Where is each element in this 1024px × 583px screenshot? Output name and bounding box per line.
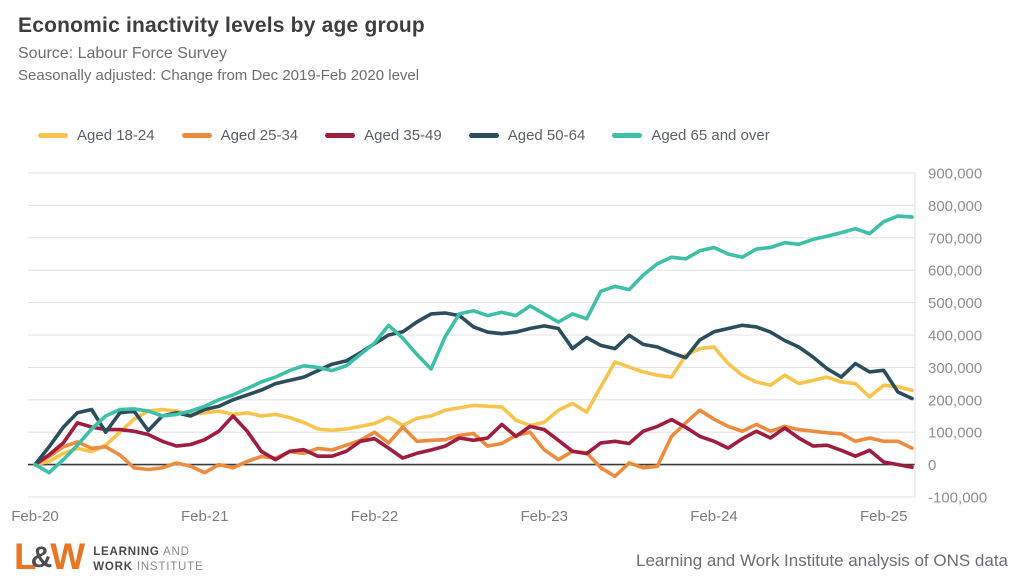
legend-swatch-icon: [38, 133, 68, 138]
legend-item-aged-35-49: Aged 35-49: [325, 127, 442, 144]
logo-line1-rest: AND: [159, 545, 190, 558]
legend-label: Aged 65 and over: [651, 127, 770, 144]
lw-logo-icon: L&W: [14, 536, 85, 577]
y-axis-tick-label: 600,000: [928, 263, 982, 280]
legend-label: Aged 50-64: [507, 127, 586, 144]
y-axis-tick-label: 200,000: [928, 392, 982, 409]
legend-label: Aged 18-24: [77, 127, 155, 144]
y-axis-tick-label: 0: [928, 457, 936, 474]
y-axis-tick-label: 800,000: [928, 198, 982, 215]
attribution-text: Learning and Work Institute analysis of …: [636, 551, 1008, 570]
x-axis-tick-label: Feb-21: [181, 508, 229, 525]
legend-label: Aged 35-49: [364, 127, 442, 144]
logo-line2-bold: WORK: [93, 560, 133, 573]
x-axis-tick-label: Feb-23: [520, 508, 568, 525]
series-line-aged-18-24: [33, 345, 914, 467]
logo-wordmark: LEARNING AND WORK INSTITUTE: [93, 543, 203, 575]
chart-header: Economic inactivity levels by age group …: [18, 14, 425, 84]
legend-label: Aged 25-34: [220, 127, 299, 144]
logo-line1-bold: LEARNING: [93, 545, 160, 558]
x-axis-tick-label: Feb-22: [351, 508, 399, 525]
legend-swatch-icon: [181, 133, 212, 138]
page-title: Economic inactivity levels by age group: [18, 14, 425, 37]
x-axis-tick-label: Feb-25: [860, 508, 908, 525]
legend-item-aged-18-24: Aged 18-24: [38, 127, 155, 144]
y-axis-tick-label: 300,000: [928, 360, 982, 377]
legend-item-aged-65-and-over: Aged 65 and over: [612, 127, 770, 144]
adjustment-note: Seasonally adjusted: Change from Dec 201…: [18, 67, 420, 84]
series-line-aged-25-34: [33, 408, 914, 479]
x-axis-tick-label: Feb-24: [690, 508, 738, 525]
legend-swatch-icon: [612, 133, 643, 138]
legend-item-aged-50-64: Aged 50-64: [468, 127, 586, 144]
legend-item-aged-25-34: Aged 25-34: [181, 127, 299, 144]
y-axis-tick-label: 400,000: [928, 328, 982, 345]
legend-swatch-icon: [325, 133, 356, 138]
learning-and-work-institute-logo: L&W LEARNING AND WORK INSTITUTE: [14, 537, 203, 580]
y-axis-tick-label: 700,000: [928, 230, 982, 247]
source-subtitle: Source: Labour Force Survey: [18, 45, 227, 62]
y-axis-tick-label: -100,000: [928, 490, 987, 507]
series-line-aged-65-and-over: [33, 214, 914, 475]
logo-line2-rest: INSTITUTE: [132, 560, 204, 573]
chart-legend: Aged 18-24 Aged 25-34 Aged 35-49 Aged 50-64…: [38, 127, 770, 144]
legend-swatch-icon: [468, 133, 499, 138]
y-axis-tick-label: 100,000: [928, 425, 982, 442]
x-axis-tick-label: Feb-20: [11, 508, 59, 525]
series-line-aged-35-49: [33, 414, 914, 470]
y-axis-tick-label: 500,000: [928, 295, 982, 312]
y-axis-tick-label: 900,000: [928, 166, 982, 183]
